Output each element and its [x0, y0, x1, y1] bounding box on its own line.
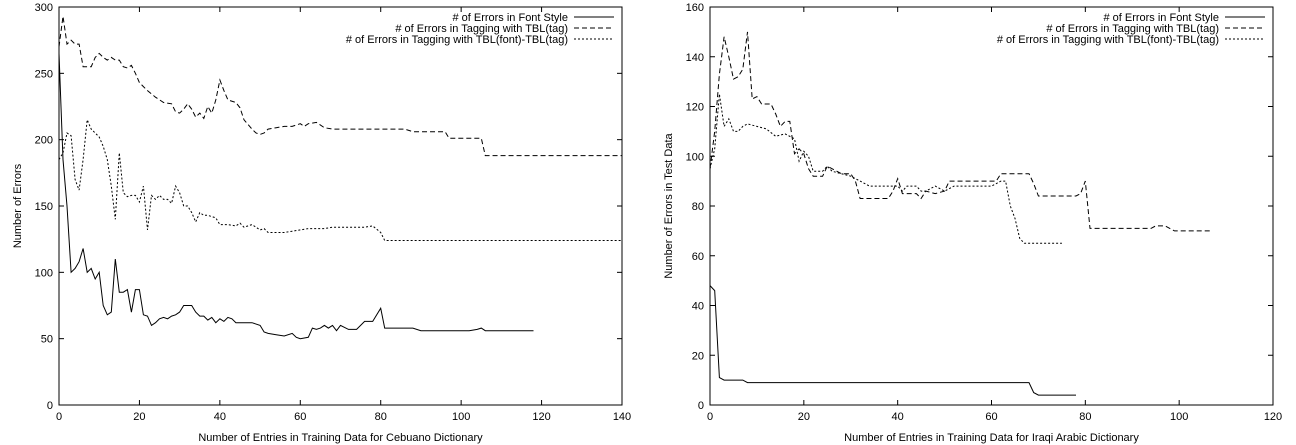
y-tick-label: 140 — [686, 52, 704, 64]
series-line-1 — [58, 53, 534, 340]
chart-1: 0 20 40 60 80 100 120 140 0 50 100 150 200 250 300 Numb… — [12, 2, 631, 444]
x-tick-label: 60 — [294, 411, 306, 423]
x-tick-label: 0 — [56, 411, 62, 423]
y-axis-label: Number of Errors in Test Data — [663, 132, 675, 278]
y-tick-label: 50 — [41, 334, 53, 346]
x-tick-label: 40 — [214, 411, 226, 423]
y-tick-label: 120 — [686, 102, 704, 114]
x-axis-label: Number of Entries in Training Data for C… — [198, 432, 483, 444]
series-line-1 — [709, 285, 1076, 396]
y-tick-label: 160 — [686, 2, 704, 14]
series-line-3 — [58, 117, 622, 241]
y-tick-label: 300 — [35, 2, 53, 14]
y-tick-label: 20 — [692, 350, 704, 362]
legend-label: # of Errors in Tagging with TBL(font)-TB… — [997, 34, 1219, 46]
x-tick-label: 80 — [1079, 411, 1091, 423]
series-line-2 — [709, 31, 1212, 232]
y-tick-label: 250 — [35, 68, 53, 80]
legend-label: # of Errors in Tagging with TBL(font)-TB… — [346, 34, 568, 46]
y-tick-label: 100 — [686, 151, 704, 163]
legend-label: # of Errors in Tagging with TBL(tag) — [395, 23, 568, 35]
x-tick-label: 100 — [1170, 411, 1188, 423]
chart-2: 0 20 40 60 80 100 120 0 20 40 60 80 100 120 140 160 Numb… — [663, 2, 1282, 444]
series-line-2 — [58, 16, 622, 157]
x-tick-label: 20 — [798, 411, 810, 423]
x-tick-label: 120 — [1264, 411, 1282, 423]
y-tick-label: 40 — [692, 301, 704, 313]
x-tick-label: 140 — [613, 411, 631, 423]
legend-label: # of Errors in Font Style — [1103, 12, 1219, 24]
y-tick-label: 0 — [47, 400, 53, 412]
legend-label: # of Errors in Font Style — [452, 12, 568, 24]
x-tick-label: 20 — [133, 411, 145, 423]
plot-frame — [709, 6, 1274, 406]
y-tick-label: 200 — [35, 135, 53, 147]
series-line-3 — [709, 94, 1062, 244]
x-tick-label: 0 — [707, 411, 713, 423]
x-tick-label: 40 — [892, 411, 904, 423]
plot-frame — [58, 6, 623, 406]
legend-label: # of Errors in Tagging with TBL(tag) — [1046, 23, 1219, 35]
x-tick-label: 120 — [532, 411, 550, 423]
y-tick-label: 100 — [35, 267, 53, 279]
x-tick-label: 80 — [375, 411, 387, 423]
x-tick-label: 60 — [985, 411, 997, 423]
y-tick-label: 0 — [698, 400, 704, 412]
y-tick-label: 60 — [692, 251, 704, 263]
y-axis-label: Number of Errors — [12, 163, 24, 248]
y-tick-label: 80 — [692, 201, 704, 213]
x-tick-label: 100 — [452, 411, 470, 423]
x-axis-label: Number of Entries in Training Data for I… — [844, 432, 1139, 444]
y-tick-label: 150 — [35, 201, 53, 213]
